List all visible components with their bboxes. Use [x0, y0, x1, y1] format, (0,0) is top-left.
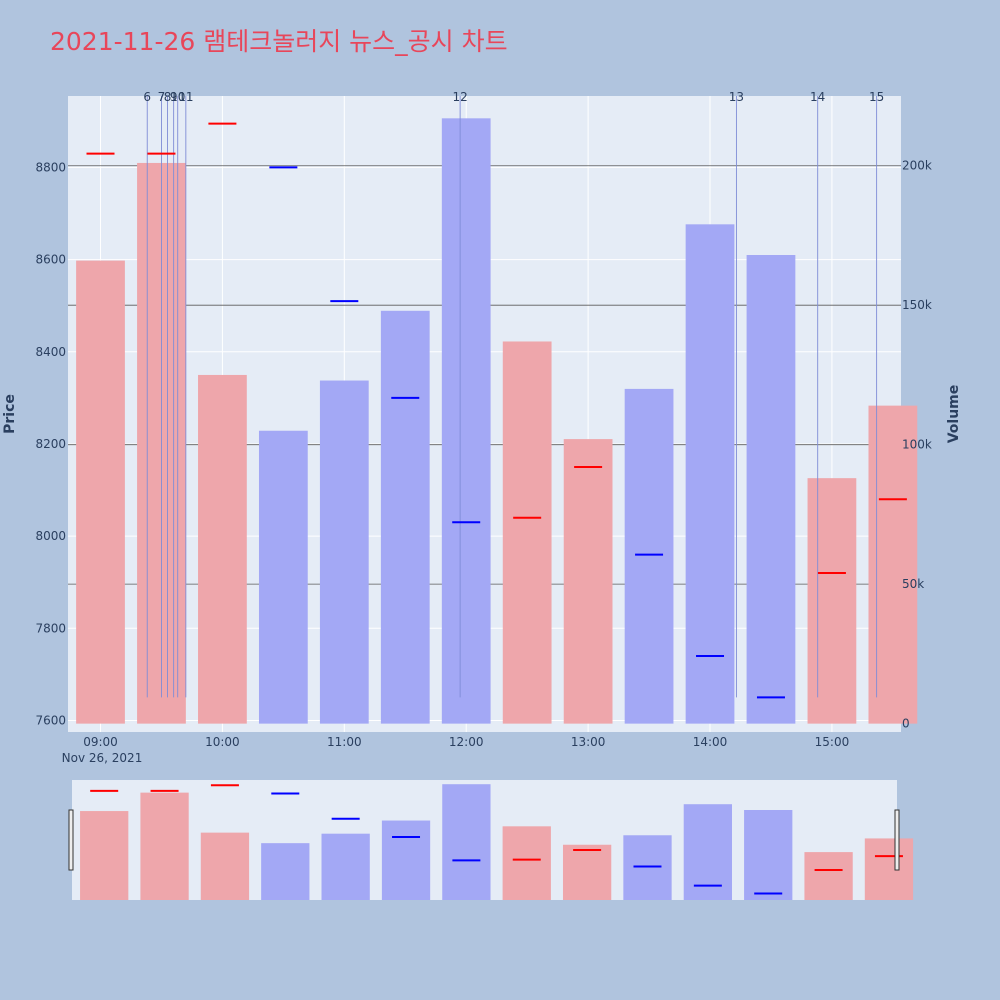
price-tick-label: 7600 [35, 713, 66, 727]
volume-axis-title: Volume [946, 385, 962, 444]
range-slider-right-handle[interactable] [894, 809, 900, 871]
price-tick-label: 8000 [35, 529, 66, 543]
volume-bar [868, 405, 918, 724]
price-ticks [86, 122, 907, 699]
mini-volume-bar [864, 838, 914, 900]
mini-volume-bar [140, 792, 189, 900]
mini-volume-bar [623, 835, 672, 900]
time-tick-label: 09:00 [83, 735, 118, 749]
news-marker-label: 15 [869, 90, 884, 104]
mini-volume-bar [261, 843, 310, 900]
mini-volume-bar [502, 826, 551, 900]
news-marker-label: 12 [452, 90, 467, 104]
time-tick-label: 12:00 [449, 735, 484, 749]
chart-title: 2021-11-26 램테크놀러지 뉴스_공시 차트 [50, 27, 508, 56]
volume-tick-label: 50k [902, 577, 924, 591]
price-tick-label: 8200 [35, 437, 66, 451]
time-tick-label: 14:00 [693, 735, 728, 749]
mini-volume-bar [562, 844, 612, 900]
volume-bar [502, 341, 552, 724]
mini-volume-bar [683, 804, 732, 900]
time-tick-label: 10:00 [205, 735, 240, 749]
volume-tick-label: 100k [902, 438, 932, 452]
price-tick-label: 7800 [35, 621, 66, 635]
news-marker-label: 14 [810, 90, 825, 104]
mini-volume-bar [80, 811, 129, 900]
mini-volume-bar [381, 820, 431, 900]
volume-bar [563, 439, 613, 724]
news-marker-label: 6 [143, 90, 151, 104]
time-tick-label: 11:00 [327, 735, 362, 749]
price-axis-title: Price [2, 394, 18, 434]
axes: 7600 7800 8000 8200 8400 8600 8800 09:00 10:00 11… [35, 159, 931, 749]
price-tick-label: 8600 [35, 253, 66, 267]
volume-bar [441, 118, 491, 724]
range-slider-preview [80, 784, 914, 900]
volume-tick-label: 0 [902, 717, 910, 731]
volume-bar [807, 478, 857, 724]
range-slider-left-handle[interactable] [68, 809, 74, 871]
volume-tick-label: 200k [902, 159, 932, 173]
volume-bar [198, 374, 247, 724]
volume-bar [319, 380, 369, 724]
news-marker-label: 7 [158, 90, 166, 104]
news-marker-label: 10 [170, 90, 185, 104]
news-marker-label: 13 [729, 90, 744, 104]
price-tick-label: 8800 [35, 160, 66, 174]
news-marker-label: 8 [164, 90, 172, 104]
mini-volume-bar [442, 784, 491, 900]
volume-bar [76, 260, 125, 724]
x-axis-date-label: Nov 26, 2021 [62, 751, 143, 765]
volume-bar [624, 388, 674, 724]
mini-volume-bar [321, 833, 370, 900]
mini-volume-bar [200, 832, 250, 900]
volume-bar [258, 430, 308, 724]
time-tick-label: 13:00 [571, 735, 606, 749]
mini-volume-bar [804, 852, 853, 900]
price-tick-label: 8400 [35, 345, 66, 359]
mini-volume-bar [744, 810, 793, 900]
volume-bar [685, 224, 735, 724]
news-marker-label: 11 [178, 90, 193, 104]
volume-bar [380, 310, 430, 724]
volume-tick-label: 150k [902, 298, 932, 312]
volume-bar [746, 255, 796, 724]
time-tick-label: 15:00 [815, 735, 850, 749]
news-marker-label: 9 [170, 90, 178, 104]
